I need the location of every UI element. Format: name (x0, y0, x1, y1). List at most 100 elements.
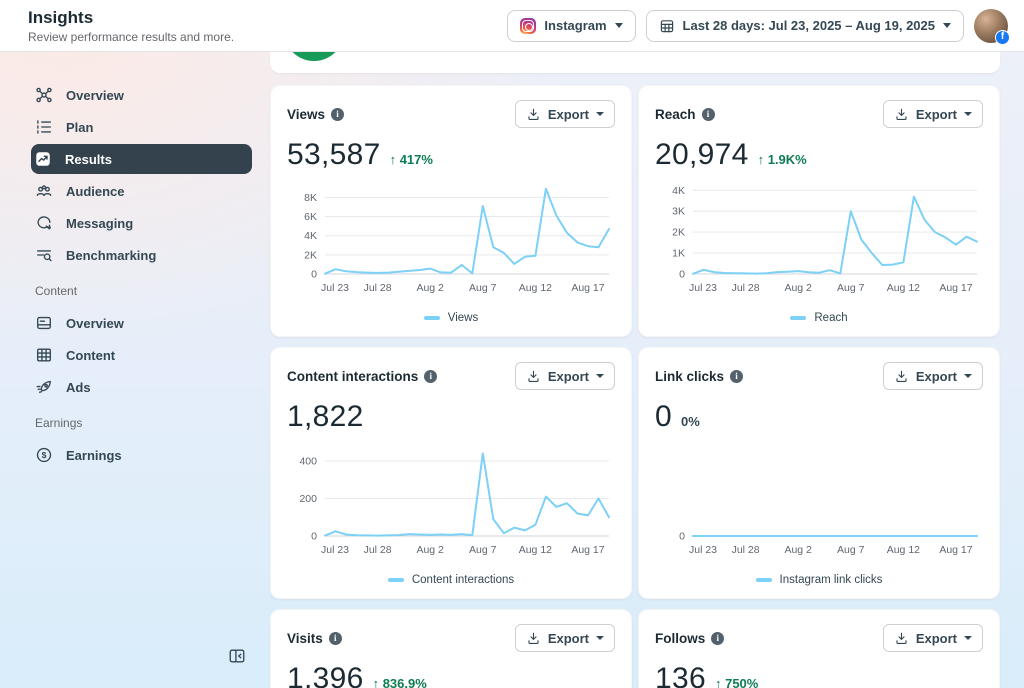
profile-summary-card-partial (270, 1, 1000, 73)
header-title-block: Insights Review performance results and … (28, 8, 234, 44)
legend-line-swatch (755, 578, 772, 582)
export-button[interactable]: Export (514, 362, 615, 390)
svg-text:6K: 6K (304, 211, 317, 223)
sidebar-item-overview[interactable]: Overview (32, 80, 252, 110)
chevron-down-icon (596, 636, 604, 640)
legend-line-swatch (387, 578, 404, 582)
svg-text:Aug 7: Aug 7 (469, 282, 497, 294)
download-icon (528, 370, 539, 382)
platform-selector-button[interactable]: Instagram (507, 9, 636, 42)
metric-value: 136 (655, 662, 706, 688)
sidebar-item-content[interactable]: Content (32, 340, 252, 370)
svg-text:Aug 2: Aug 2 (416, 282, 444, 294)
views-chart[interactable]: 0 2K 4K 6K 8K Jul 23 Jul 28 Aug 2 Aug 7 Aug 12 Aug… (287, 176, 615, 307)
chevron-down-icon (964, 112, 972, 116)
svg-text:0: 0 (311, 531, 317, 543)
svg-text:2K: 2K (304, 249, 317, 261)
visits-card: Visits i Export 1,396 ↑ 836.9% (270, 609, 632, 688)
legend-line-swatch (423, 316, 440, 320)
content-interactions-chart[interactable]: 0 200 400 Jul 23 Jul 28 Aug 2 Aug 7 Aug 12 Aug 1… (287, 438, 615, 569)
main-content: Views i Export 53,587 ↑ 417% 0 2K 4K 6K 8K Ju… (256, 1, 1024, 688)
svg-text:$: $ (42, 450, 47, 460)
metric-delta: ↑ 750% (714, 676, 759, 688)
svg-text:Aug 2: Aug 2 (784, 544, 812, 556)
info-icon[interactable]: i (328, 631, 342, 645)
export-button[interactable]: Export (882, 362, 983, 390)
profile-avatar[interactable]: f (974, 8, 1010, 45)
svg-text:Aug 7: Aug 7 (837, 282, 865, 294)
sidebar-item-label: Messaging (66, 215, 134, 231)
legend-line-swatch (790, 316, 807, 320)
svg-text:Jul 28: Jul 28 (732, 544, 760, 556)
svg-text:Aug 2: Aug 2 (784, 282, 812, 294)
info-icon[interactable]: i (331, 107, 345, 121)
benchmarking-search-list-icon (35, 246, 53, 264)
sidebar-item-messaging[interactable]: Messaging (32, 208, 252, 238)
export-button[interactable]: Export (514, 624, 615, 652)
sidebar-item-content-overview[interactable]: Overview (32, 308, 252, 338)
svg-text:Jul 28: Jul 28 (364, 282, 392, 294)
download-icon (896, 632, 907, 644)
card-title: Reach (655, 106, 696, 122)
sidebar-item-label: Overview (66, 87, 124, 103)
metric-value: 1,822 (287, 400, 364, 433)
export-label: Export (547, 106, 589, 122)
metric-cards-grid: Views i Export 53,587 ↑ 417% 0 2K 4K 6K 8K Ju… (270, 85, 1000, 688)
top-header: Insights Review performance results and … (0, 0, 1024, 52)
instagram-icon (520, 17, 537, 34)
info-icon[interactable]: i (424, 369, 438, 383)
svg-text:8K: 8K (304, 192, 317, 204)
export-button[interactable]: Export (882, 100, 983, 128)
page-title: Insights (28, 7, 94, 27)
chart-legend: Content interactions (287, 574, 615, 586)
export-button[interactable]: Export (882, 624, 983, 652)
info-icon[interactable]: i (730, 369, 744, 383)
link-clicks-chart[interactable]: 0 Jul 23 Jul 28 Aug 2 Aug 7 Aug 12 Aug 17 (655, 438, 983, 569)
svg-text:1K: 1K (672, 248, 685, 260)
card-title: Link clicks (655, 368, 725, 384)
facebook-badge-icon: f (995, 29, 1010, 45)
sidebar-item-audience[interactable]: Audience (32, 176, 252, 206)
follows-card: Follows i Export 136 ↑ 750% (638, 609, 1000, 688)
metric-delta: ↑ 836.9% (372, 676, 427, 688)
chevron-down-icon (943, 23, 951, 28)
reach-chart[interactable]: 0 1K 2K 3K 4K Jul 23 Jul 28 Aug 2 Aug 7 Aug 12 Aug… (655, 176, 983, 307)
sidebar-item-ads[interactable]: Ads (32, 372, 252, 402)
info-icon[interactable]: i (701, 107, 715, 121)
collapse-sidebar-button[interactable] (227, 646, 247, 666)
svg-text:0: 0 (679, 269, 685, 281)
svg-text:400: 400 (299, 456, 317, 468)
svg-text:0: 0 (679, 531, 685, 543)
svg-text:Jul 28: Jul 28 (364, 544, 392, 556)
card-title: Content interactions (287, 368, 419, 384)
chart-legend: Instagram link clicks (655, 574, 983, 586)
svg-text:Aug 12: Aug 12 (519, 282, 552, 294)
chevron-down-icon (614, 23, 623, 28)
sidebar-item-label: Plan (66, 119, 94, 135)
chat-bubble-icon (35, 214, 53, 232)
chevron-down-icon (964, 636, 972, 640)
audience-people-icon (35, 182, 53, 200)
metric-value: 53,587 (287, 138, 381, 171)
sidebar-nav: Overview Plan Results (0, 52, 256, 688)
svg-text:200: 200 (299, 493, 317, 505)
chart-legend: Reach (655, 312, 983, 324)
link-clicks-card: Link clicks i Export 0 0% 0 Jul 23 Jul 28 A… (638, 347, 1000, 599)
sidebar-item-benchmarking[interactable]: Benchmarking (32, 240, 252, 270)
sidebar-item-plan[interactable]: Plan (32, 112, 252, 142)
sidebar-item-label: Benchmarking (66, 247, 157, 263)
svg-text:Aug 7: Aug 7 (469, 544, 497, 556)
sidebar-item-earnings[interactable]: $ Earnings (32, 440, 252, 470)
calendar-icon (660, 19, 673, 32)
sidebar-item-label: Audience (66, 183, 125, 199)
card-lines-icon (35, 314, 53, 332)
metric-delta: ↑ 1.9K% (757, 152, 807, 167)
export-label: Export (547, 368, 589, 384)
export-button[interactable]: Export (514, 100, 615, 128)
svg-text:Aug 12: Aug 12 (887, 544, 920, 556)
info-icon[interactable]: i (711, 631, 725, 645)
sidebar-item-results[interactable]: Results (31, 144, 252, 174)
sidebar-item-label: Earnings (66, 447, 122, 463)
svg-text:4K: 4K (304, 230, 317, 242)
date-range-selector-button[interactable]: Last 28 days: Jul 23, 2025 – Aug 19, 202… (645, 9, 964, 42)
